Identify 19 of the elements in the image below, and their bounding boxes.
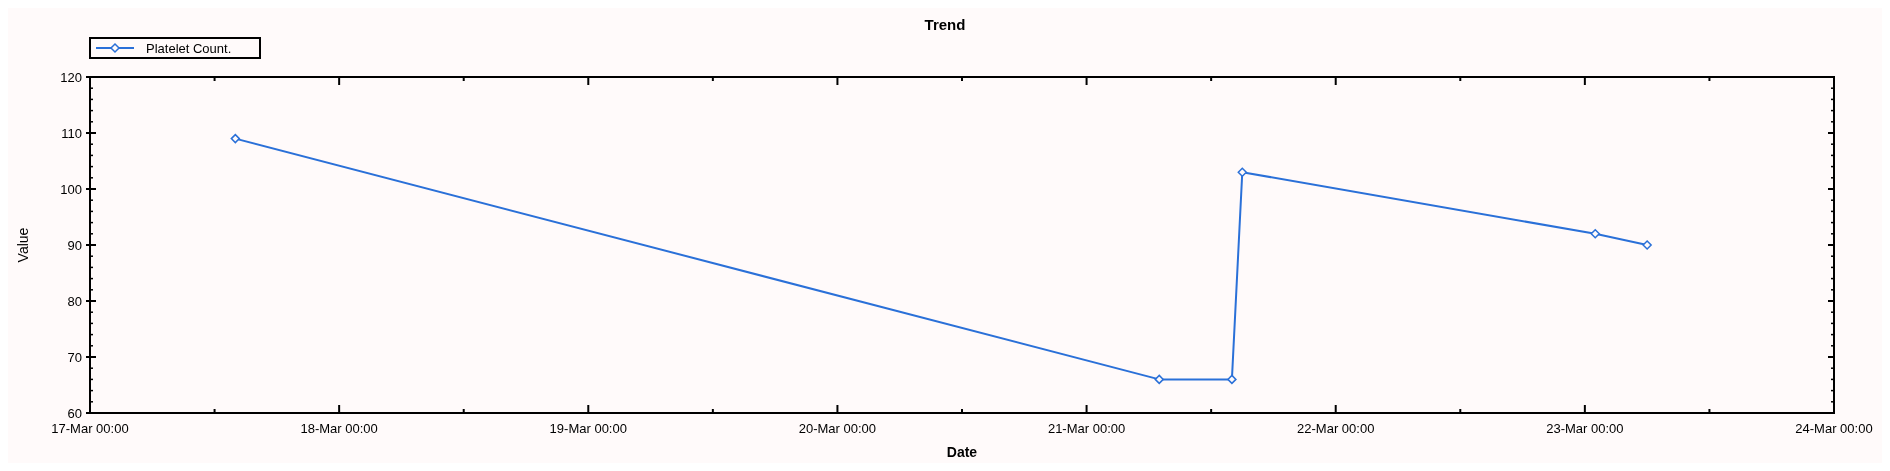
chart-title: Trend: [924, 16, 966, 33]
x-tick-label: 22-Mar 00:00: [1297, 421, 1375, 436]
x-tick-label: 17-Mar 00:00: [51, 421, 129, 436]
y-tick-label: 70: [67, 350, 82, 365]
y-tick-label: 80: [67, 294, 82, 309]
y-tick-label: 110: [61, 126, 82, 141]
y-tick-label: 90: [67, 238, 82, 253]
x-tick-label: 19-Mar 00:00: [549, 421, 627, 436]
x-tick-label: 23-Mar 00:00: [1546, 421, 1624, 436]
y-tick-label: 100: [60, 182, 82, 197]
x-tick-label: 20-Mar 00:00: [798, 421, 877, 436]
y-tick-label: 60: [67, 406, 82, 421]
legend-label: Platelet Count.: [146, 41, 232, 56]
x-tick-label: 21-Mar 00:00: [1047, 421, 1126, 436]
y-axis-title: Value: [15, 227, 31, 263]
x-tick-label: 24-Mar 00:00: [1795, 421, 1873, 436]
x-tick-label: 18-Mar 00:00: [300, 421, 378, 436]
y-tick-label: 120: [60, 70, 82, 85]
x-axis-title: Date: [946, 444, 978, 460]
